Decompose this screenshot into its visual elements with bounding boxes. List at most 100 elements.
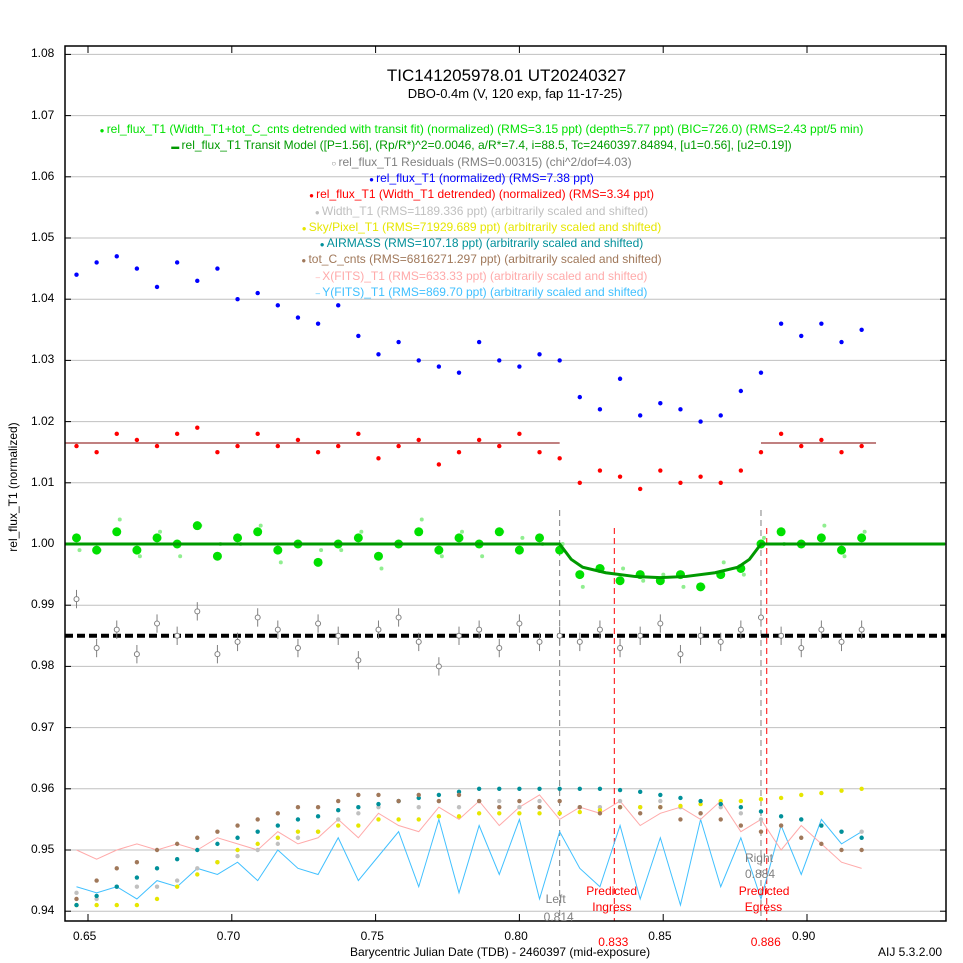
series-4-point — [134, 437, 140, 443]
y-tick-label: 1.05 — [31, 230, 55, 244]
legend-label: rel_flux_T1 (Width_T1 detrended) (normal… — [316, 187, 654, 202]
series-7-point — [738, 804, 744, 810]
series-5-point — [275, 841, 281, 847]
marker-value: 0.886 — [750, 935, 781, 949]
x-axis-label: Barycentric Julian Date (TDB) - 2460397 … — [350, 945, 651, 959]
series-3-point — [436, 364, 442, 369]
series-6-point — [577, 809, 582, 815]
legend-label: rel_flux_T1 Residuals (RMS=0.00315) (chi… — [338, 154, 632, 169]
series-5-point — [74, 890, 79, 896]
series-6-point — [215, 860, 220, 865]
legend-symbol-icon: ● — [309, 191, 317, 201]
series-8-point — [637, 811, 643, 816]
legend-entry: ○ rel_flux_T1 Residuals (RMS=0.00315) (c… — [0, 155, 963, 169]
series-10-line — [76, 817, 862, 908]
series-6-point — [799, 792, 804, 798]
detrended-binned-point — [192, 521, 202, 531]
series-7-point — [154, 866, 160, 871]
y-tick-label: 1.06 — [31, 168, 55, 183]
residual-point — [254, 614, 261, 621]
series-5-point — [416, 804, 421, 810]
y-tick-label: 1.07 — [31, 107, 55, 122]
legend-label: rel_flux_T1 (Width_T1+tot_C_cnts detrend… — [106, 122, 864, 136]
y-tick-label: 1.01 — [31, 474, 55, 489]
legend-symbol-icon: ○ — [331, 158, 339, 168]
series-7-point — [537, 786, 542, 791]
series-7-point — [336, 808, 341, 813]
residual-point — [858, 626, 865, 633]
series-7-point — [456, 789, 462, 795]
series-7-point — [718, 801, 723, 807]
series-7-point — [436, 792, 442, 798]
series-7-point — [859, 835, 864, 840]
detrended-raw-point — [419, 517, 424, 522]
series-5-point — [195, 866, 200, 871]
chart-title: TIC141205978.01 UT20240327 — [386, 66, 627, 85]
residual-point — [456, 632, 463, 639]
residual-point — [174, 632, 181, 639]
series-5-point — [597, 804, 603, 810]
series-6-point — [436, 814, 442, 819]
series-4-point — [658, 468, 663, 473]
series-3-point — [356, 333, 361, 339]
series-7-point — [577, 786, 582, 791]
series-8-point — [859, 847, 864, 853]
series-7-point — [215, 841, 220, 847]
detrended-binned-point — [112, 527, 122, 537]
series-5-point — [336, 817, 341, 822]
series-4-point — [497, 443, 502, 449]
series-4-point — [215, 450, 220, 455]
marker-value: 0.814 — [543, 910, 574, 924]
residual-point — [757, 614, 764, 621]
series-6-point — [476, 811, 482, 816]
series-5-point — [617, 798, 623, 804]
series-6-point — [698, 801, 703, 807]
series-6-point — [859, 786, 864, 791]
series-5-point — [497, 798, 502, 804]
series-6-point — [154, 896, 160, 902]
series-8-point — [577, 804, 582, 810]
series-4-point — [819, 437, 824, 443]
series-7-point — [497, 786, 502, 791]
series-6-point — [255, 841, 260, 847]
residual-point — [838, 638, 845, 645]
series-6-point — [174, 884, 180, 889]
legend-symbol-icon: – — [315, 272, 323, 282]
series-4-point — [738, 468, 744, 473]
legend-entry: ● Width_T1 (RMS=1189.336 ppt) (arbitrari… — [0, 204, 963, 218]
detrended-binned-point — [253, 527, 263, 537]
detrended-raw-point — [77, 548, 82, 553]
series-4-point — [577, 480, 582, 485]
series-6-point — [819, 790, 824, 796]
series-4-point — [839, 450, 844, 455]
legend-symbol-icon: ● — [314, 207, 322, 217]
series-8-point — [295, 804, 301, 810]
detrended-binned-point — [92, 545, 102, 555]
series-7-point — [134, 875, 140, 880]
series-6-point — [637, 804, 643, 810]
series-4-point — [778, 431, 784, 437]
series-8-point — [215, 829, 220, 834]
y-tick-label: 1.00 — [31, 536, 55, 550]
series-4-point — [436, 462, 442, 467]
series-6-point — [195, 872, 200, 877]
series-8-point — [517, 798, 522, 804]
residual-point — [294, 645, 301, 652]
detrended-raw-point — [842, 554, 847, 559]
series-8-point — [778, 823, 784, 828]
series-4-point — [315, 450, 321, 455]
legend-label: tot_C_cnts (RMS=6816271.297 ppt) (arbitr… — [308, 252, 662, 267]
series-4-point — [295, 437, 301, 443]
series-7-point — [195, 847, 200, 853]
series-3-point — [678, 407, 683, 412]
detrended-binned-point — [776, 527, 786, 537]
y-tick-label: 0.96 — [31, 780, 55, 795]
series-4-point — [758, 450, 764, 455]
series-5-point — [859, 829, 864, 834]
chart-subtitle: DBO-0.4m (V, 120 exp, fap 11-17-25) — [407, 86, 623, 101]
series-7-point — [315, 814, 321, 819]
marker-value: 0.833 — [598, 935, 629, 949]
series-5-point — [94, 896, 99, 902]
detrended-raw-point — [741, 572, 746, 577]
marker-label: Predicted — [586, 884, 637, 898]
